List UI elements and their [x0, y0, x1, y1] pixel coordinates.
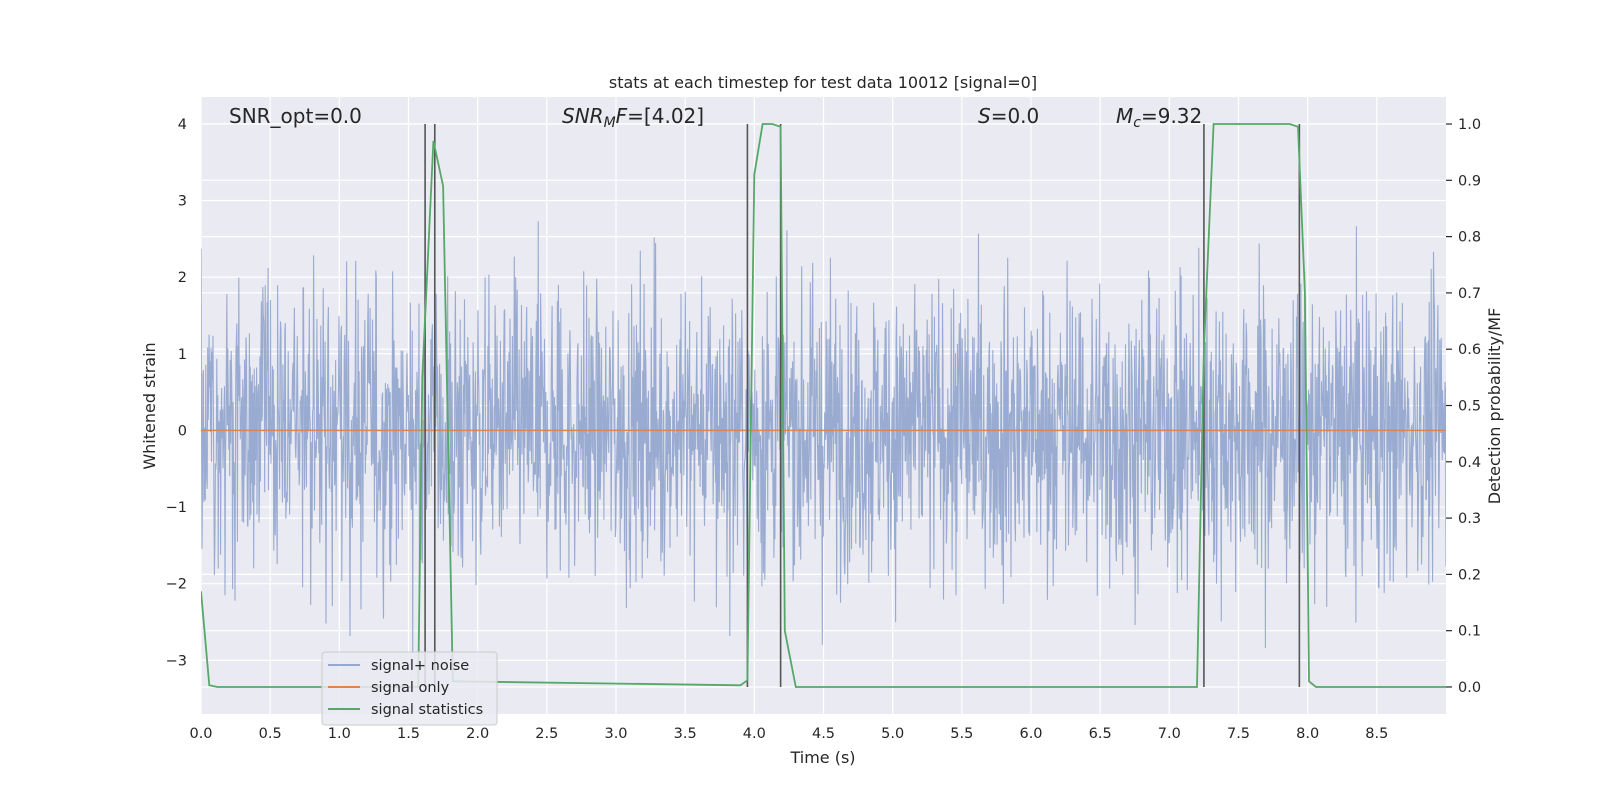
y-right-tick-label: 0.9: [1458, 173, 1481, 189]
legend-label-stats: signal statistics: [371, 702, 483, 718]
legend-label-signal: signal only: [371, 680, 450, 696]
y-axis-right-label: Detection probability/MF: [1485, 308, 1504, 505]
x-tick-label: 4.5: [812, 726, 835, 742]
y-left-tick-label: −3: [166, 653, 187, 669]
y-left-tick-label: 1: [178, 347, 187, 363]
y-axis-left-label: Whitened strain: [140, 342, 159, 469]
y-right-tick-label: 1.0: [1458, 117, 1481, 133]
x-axis-label: Time (s): [789, 748, 855, 767]
x-tick-label: 1.0: [328, 726, 351, 742]
annotation-s: S=0.0: [978, 104, 1039, 128]
y-right-tick-label: 0.3: [1458, 511, 1481, 527]
x-tick-label: 6.0: [1019, 726, 1042, 742]
y-left-tick-label: 4: [178, 117, 187, 133]
x-tick-label: 3.5: [674, 726, 697, 742]
y-left-tick-label: 3: [178, 193, 187, 209]
y-right-tick-label: 0.8: [1458, 230, 1481, 246]
x-tick-label: 5.5: [950, 726, 973, 742]
x-axis-ticks: 0.0 0.5 1.0 1.5 2.0 2.5 3.0 3.5 4.0 4.5 5.0 5.5 6.0 6…: [189, 726, 1388, 742]
annotation-snr-mf: SNRMF=[4.02]: [562, 104, 704, 131]
x-tick-label: 8.0: [1296, 726, 1319, 742]
y-right-tick-label: 0.1: [1458, 624, 1481, 640]
x-tick-label: 0.5: [259, 726, 282, 742]
legend-label-noise: signal+ noise: [371, 658, 469, 674]
y-left-tick-label: 2: [178, 270, 187, 286]
x-tick-label: 7.5: [1227, 726, 1250, 742]
chart-title: stats at each timestep for test data 100…: [609, 73, 1037, 92]
y-right-tick-label: 0.7: [1458, 286, 1481, 302]
y-right-tick-label: 0.2: [1458, 567, 1481, 583]
x-tick-label: 4.0: [743, 726, 766, 742]
x-tick-label: 1.5: [397, 726, 420, 742]
y-left-tick-label: −1: [166, 500, 187, 516]
x-tick-label: 3.0: [604, 726, 627, 742]
y-axis-right-ticks: 0.0 0.1 0.2 0.3 0.4 0.5 0.6 0.7 0.8 0.9 1.0: [1446, 117, 1481, 696]
y-left-tick-label: 0: [178, 423, 187, 439]
x-tick-label: 2.5: [535, 726, 558, 742]
x-tick-label: 0.0: [189, 726, 212, 742]
y-right-tick-label: 0.4: [1458, 455, 1481, 471]
legend-box: [321, 651, 498, 726]
x-tick-label: 2.0: [466, 726, 489, 742]
x-tick-label: 5.0: [881, 726, 904, 742]
legend: signal+ noise signal only signal statist…: [321, 651, 498, 726]
y-axis-left-ticks: −3 −2 −1 0 1 2 3 4: [166, 117, 187, 670]
x-tick-label: 6.5: [1089, 726, 1112, 742]
annotations: SNR_opt=0.0 SNRMF=[4.02] S=0.0 Mc=9.32: [229, 104, 1202, 131]
x-tick-label: 7.0: [1158, 726, 1181, 742]
y-right-tick-label: 0.6: [1458, 342, 1481, 358]
annotation-mc: Mc=9.32: [1116, 104, 1202, 131]
y-left-tick-label: −2: [166, 577, 187, 593]
y-right-tick-label: 0.0: [1458, 680, 1481, 696]
x-tick-label: 8.5: [1365, 726, 1388, 742]
y-right-tick-label: 0.5: [1458, 399, 1481, 415]
annotation-snr-opt: SNR_opt=0.0: [229, 104, 362, 128]
series-signal-statistics: [201, 123, 1446, 688]
